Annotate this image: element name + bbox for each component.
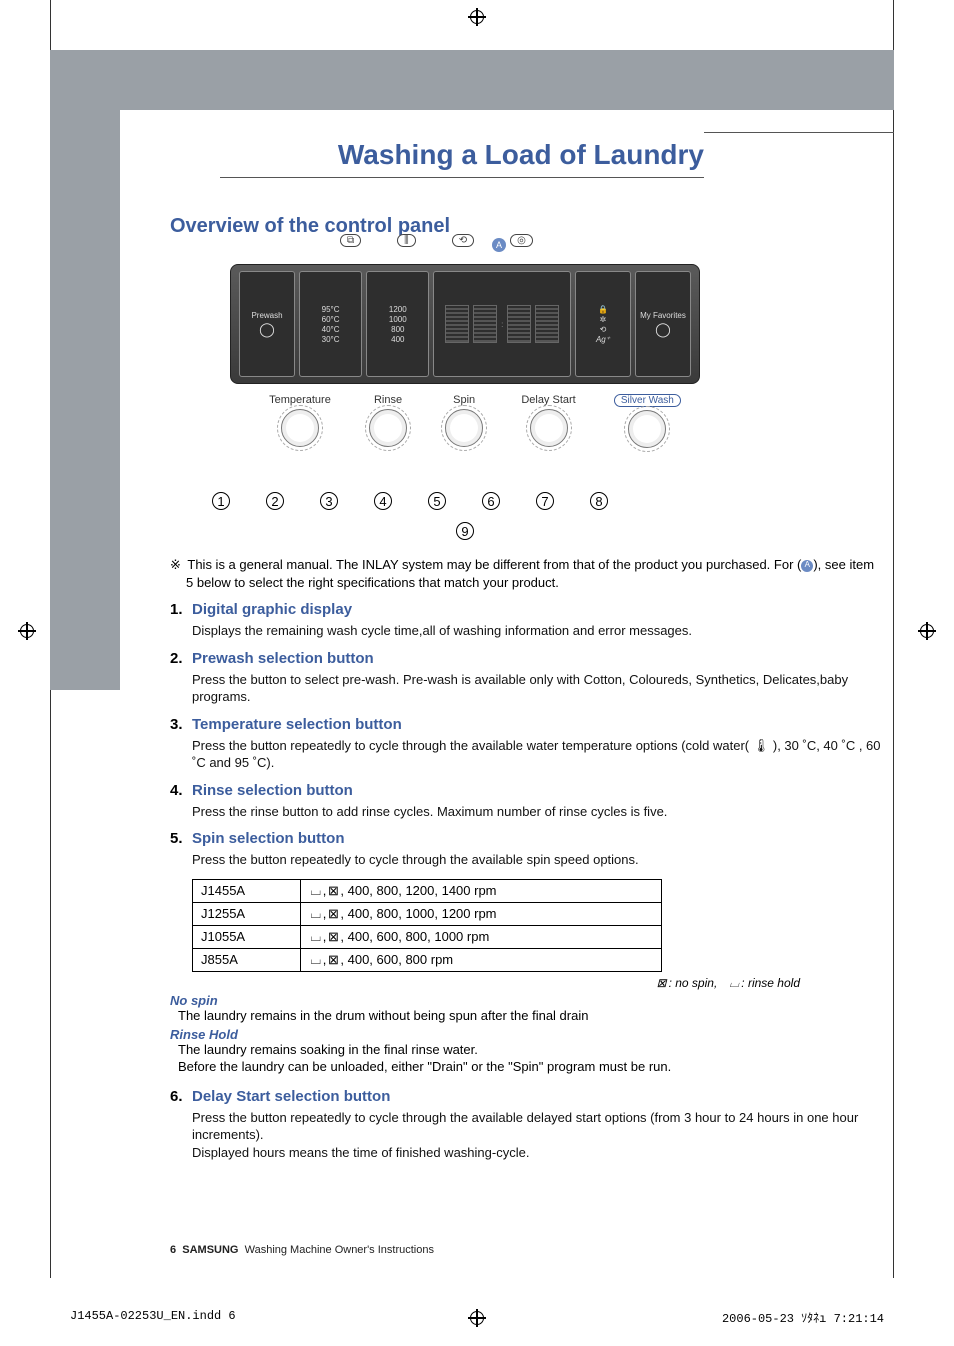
myfav-label: My Favorites [640, 311, 686, 320]
table-row: J1255A ⌴,⊠, 400, 800, 1000, 1200 rpm [193, 902, 662, 925]
item-3: 3.Temperature selection button Press the… [170, 716, 884, 772]
callout-7: 7 [536, 492, 554, 510]
table-row: J1455A ⌴,⊠, 400, 800, 1200, 1400 rpm [193, 879, 662, 902]
item-1: 1.Digital graphic display Displays the r… [170, 601, 884, 640]
registration-mark-icon [468, 1309, 486, 1327]
callout-4: 4 [374, 492, 392, 510]
rinsehold-icon: ⌴ [309, 883, 323, 899]
prewash-col: Prewash ◯ [239, 271, 295, 377]
lock-icon: 🔒 [598, 305, 608, 314]
callout-1: 1 [212, 492, 230, 510]
status-col: 🔒 ✲ ⟲ Ag⁺ [575, 271, 631, 377]
page-title-area: Washing a Load of Laundry [220, 118, 704, 178]
item-5: 5.Spin selection button Press the button… [170, 830, 884, 869]
temperature-knob: Temperature [269, 394, 331, 448]
ag-icon: Ag⁺ [596, 335, 610, 344]
rinsehold-icon: ⌴ [727, 976, 741, 991]
display-col: : [433, 271, 571, 377]
panel-icon: ⧉ [340, 234, 361, 247]
print-date-label: 2006-05-23 ｿﾀﾈı 7:21:14 [722, 1309, 884, 1326]
note-star-icon: ※ [170, 556, 184, 574]
item-2: 2.Prewash selection button Press the but… [170, 650, 884, 706]
rinse-hold-heading: Rinse Hold [170, 1027, 884, 1042]
general-note: ※ This is a general manual. The INLAY sy… [186, 556, 884, 591]
door-icon: ⟲ [600, 325, 607, 334]
panel-icon: ◎ [510, 234, 533, 247]
page-title: Washing a Load of Laundry [220, 139, 704, 171]
no-spin-body: The laundry remains in the drum without … [178, 1008, 884, 1025]
spin-knob: Spin [445, 394, 483, 448]
panel-top-icons: ⧉ ⫼ ⟲ ◎ [340, 234, 533, 247]
callout-2: 2 [266, 492, 284, 510]
marker-a-inline-icon: A [801, 560, 813, 572]
grey-side-block [50, 50, 120, 690]
table-row: J855A ⌴,⊠, 400, 600, 800 rpm [193, 948, 662, 971]
prewash-label: Prewash [251, 311, 282, 320]
callout-6: 6 [482, 492, 500, 510]
spin-speed-table: J1455A ⌴,⊠, 400, 800, 1200, 1400 rpm J12… [192, 879, 662, 972]
nospin-icon: ⊠ [326, 883, 340, 899]
print-file-label: J1455A-02253U_EN.indd 6 [70, 1309, 236, 1326]
rinse-hold-body: The laundry remains soaking in the final… [178, 1042, 884, 1076]
item-6: 6.Delay Start selection button Press the… [170, 1088, 884, 1162]
table-row: J1055A ⌴,⊠, 400, 600, 800, 1000 rpm [193, 925, 662, 948]
content: Overview of the control panel A ⧉ ⫼ ⟲ ◎ … [170, 215, 884, 1171]
registration-mark-icon [918, 622, 936, 640]
rinse-knob: Rinse [369, 394, 407, 448]
panel-icon: ⫼ [397, 234, 416, 247]
title-rule [704, 132, 894, 133]
control-panel-diagram: A ⧉ ⫼ ⟲ ◎ Prewash ◯ 95°C 60°C 40°C 30°C … [210, 244, 720, 544]
no-spin-heading: No spin [170, 993, 884, 1008]
speed-col: 1200 1000 800 400 [366, 271, 429, 377]
callout-3: 3 [320, 492, 338, 510]
myfav-col: My Favorites ◯ [635, 271, 691, 377]
item-4: 4.Rinse selection button Press the rinse… [170, 782, 884, 821]
callout-9: 9 [456, 522, 474, 540]
panel-icon: ⟲ [452, 234, 474, 247]
callout-numbers: 1 2 3 4 5 6 7 8 [210, 492, 720, 510]
registration-mark-icon [18, 622, 36, 640]
items-list: 1.Digital graphic display Displays the r… [170, 601, 884, 869]
callout-5: 5 [428, 492, 446, 510]
page-footer: 6 SAMSUNG Washing Machine Owner's Instru… [170, 1244, 434, 1256]
knob-row: Temperature Rinse Spin Delay Start Silve… [250, 394, 700, 448]
print-marks: J1455A-02253U_EN.indd 6 2006-05-23 ｿﾀﾈı … [0, 1309, 954, 1326]
gear-icon: ✲ [600, 315, 607, 324]
control-panel: Prewash ◯ 95°C 60°C 40°C 30°C 1200 1000 … [230, 264, 700, 384]
icon-legend: ⊠: no spin, ⌴: rinse hold [170, 976, 800, 991]
nospin-icon: ⊠ [655, 976, 669, 990]
callout-8: 8 [590, 492, 608, 510]
silver-wash-knob: Silver Wash [614, 394, 681, 448]
delay-start-knob: Delay Start [521, 394, 575, 448]
grey-top-bar [120, 50, 894, 110]
temp-col: 95°C 60°C 40°C 30°C [299, 271, 362, 377]
